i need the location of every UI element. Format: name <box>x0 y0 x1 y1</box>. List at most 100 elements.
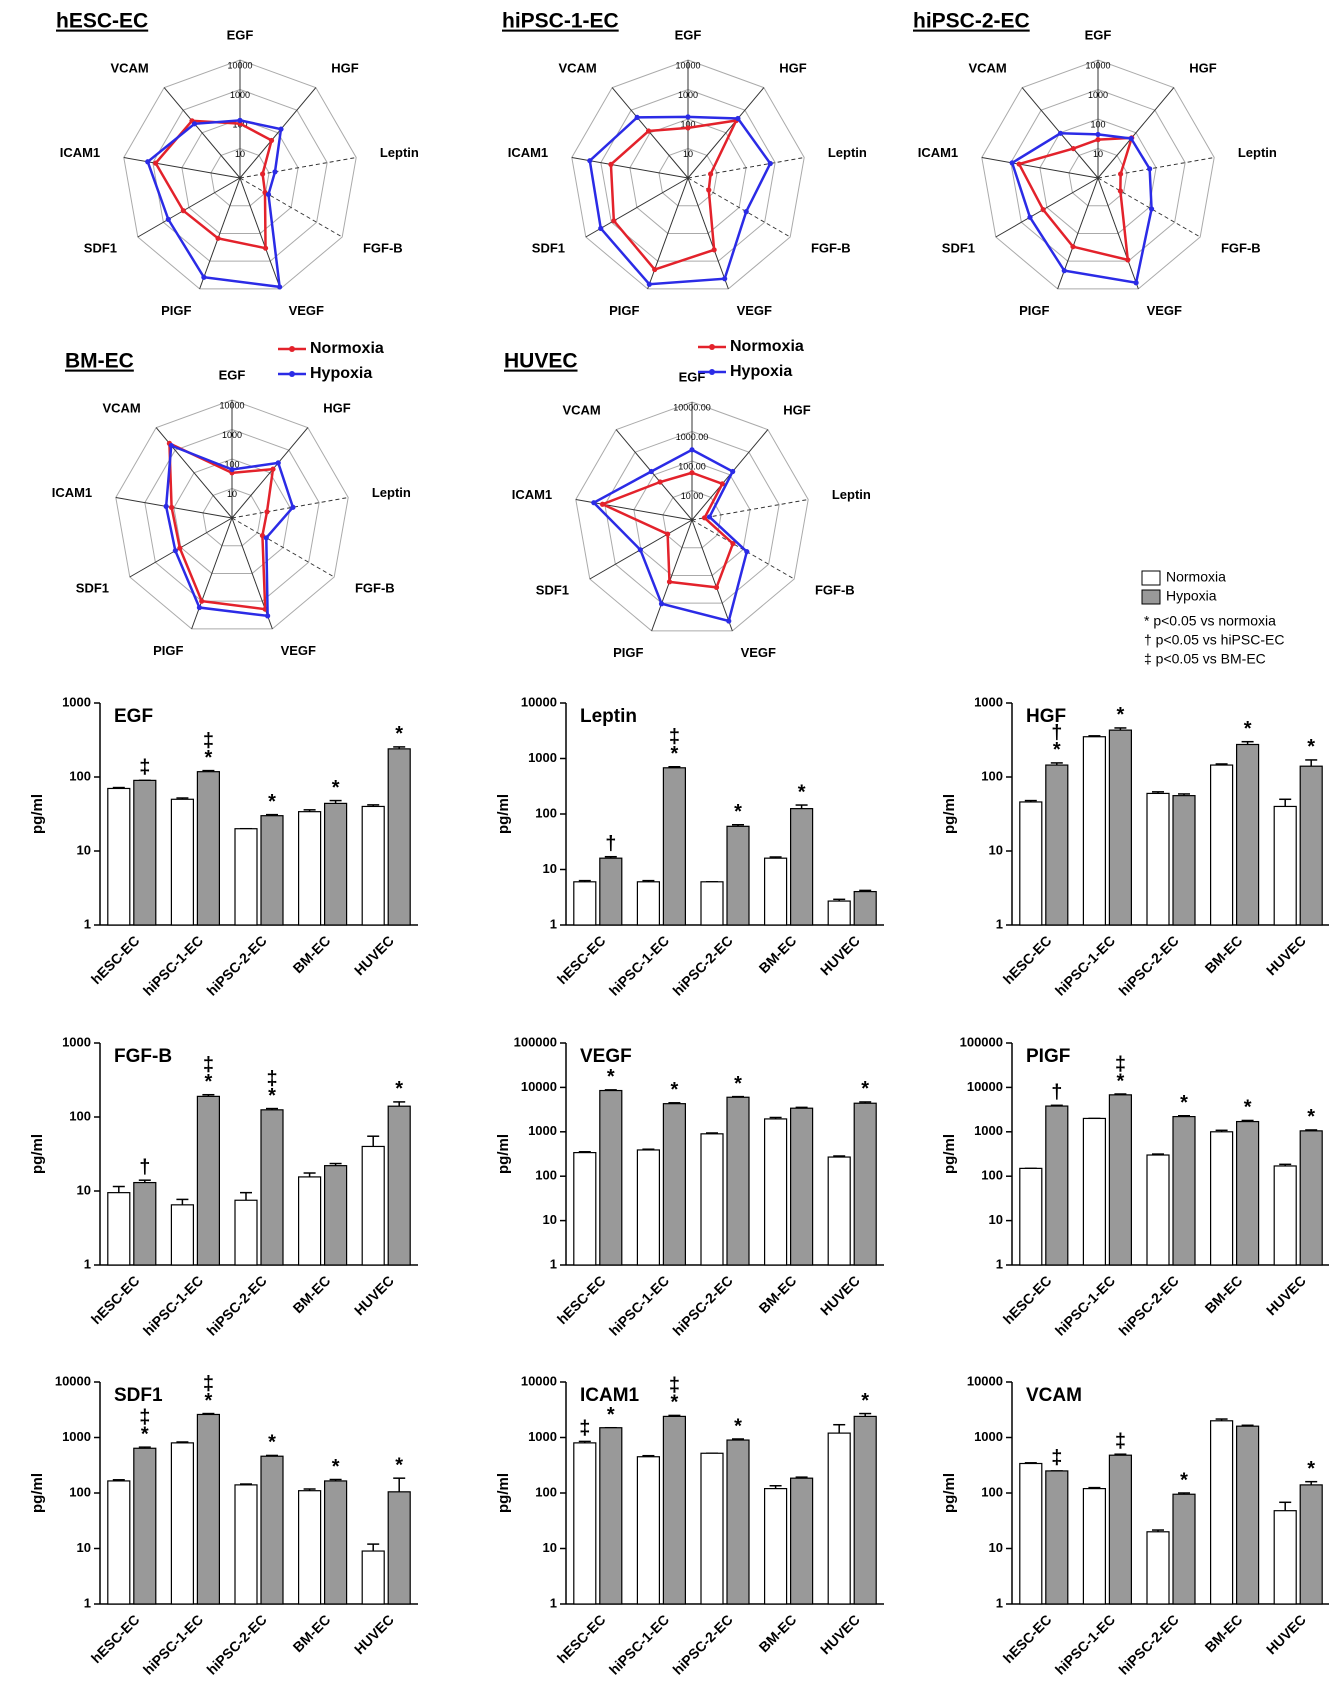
y-tick-label: 10000 <box>967 1079 1003 1094</box>
data-point <box>163 503 169 509</box>
data-point <box>201 274 207 280</box>
series-polygon <box>1017 136 1134 262</box>
chart-title: FGF-B <box>114 1046 172 1067</box>
bar <box>726 825 750 926</box>
x-tick-label: hiPSC-2-EC <box>203 932 269 998</box>
data-point <box>168 504 175 510</box>
x-tick-label: hiPSC-2-EC <box>1115 1611 1181 1677</box>
axis-label: FGF-B <box>1221 240 1261 255</box>
axis-label: VEGF <box>737 303 772 318</box>
y-tick-label: 10 <box>543 1540 557 1555</box>
x-tick-label: HUVEC <box>1263 1272 1309 1318</box>
y-tick-label: 1 <box>550 916 557 931</box>
grid-ring <box>658 147 718 207</box>
bar <box>1108 729 1133 926</box>
series-polygon <box>591 448 749 623</box>
data-point <box>262 245 269 251</box>
x-tick-label: hESC-EC <box>1000 1272 1055 1327</box>
y-tick-label: 10 <box>543 861 557 876</box>
radial-axis <box>231 517 335 578</box>
data-point <box>229 466 235 473</box>
bar <box>1209 1131 1234 1266</box>
axis-label: FGF-B <box>355 580 395 595</box>
axis-label: PIGF <box>1019 303 1049 318</box>
x-tick-label: hESC-EC <box>88 1611 143 1666</box>
legend-note: * p<0.05 vs normoxia <box>1144 613 1276 629</box>
bar <box>1273 1165 1297 1266</box>
data-point <box>685 125 691 131</box>
radial-axis <box>687 177 729 290</box>
data-point <box>1057 130 1064 136</box>
axis-label: SDF1 <box>84 240 117 255</box>
significance-mark: ‡ <box>203 730 214 752</box>
grid-ring <box>629 118 747 234</box>
data-point <box>637 547 643 553</box>
radial-axis <box>1097 87 1175 179</box>
x-tick-label: hiPSC-2-EC <box>203 1611 269 1677</box>
significance-mark: * <box>205 1390 213 1412</box>
bar <box>196 1413 220 1605</box>
bar <box>234 828 258 926</box>
chart-title: VEGF <box>580 1046 632 1067</box>
series-polygon <box>168 441 275 611</box>
x-tick-label: hiPSC-1-EC <box>1052 1611 1118 1677</box>
data-point <box>1061 268 1067 274</box>
bar <box>1299 765 1323 926</box>
data-point <box>1133 280 1139 286</box>
bar <box>361 1550 385 1605</box>
bar <box>1019 801 1043 926</box>
radial-tick-label: 1000 <box>678 90 698 100</box>
significance-mark: * <box>268 1432 276 1454</box>
axis-label: Leptin <box>380 145 419 160</box>
axis-label: EGF <box>675 27 702 42</box>
bar <box>1299 1484 1323 1605</box>
bar <box>700 881 724 926</box>
axis-label: VEGF <box>281 643 316 658</box>
bar <box>599 857 623 926</box>
axis-label: SDF1 <box>532 240 565 255</box>
x-tick-label: BM-EC <box>290 932 334 976</box>
x-tick-label: hiPSC-2-EC <box>1115 1272 1181 1338</box>
data-point <box>1070 145 1076 152</box>
significance-mark: * <box>671 743 679 765</box>
x-tick-label: hiPSC-1-EC <box>1052 932 1118 998</box>
x-tick-label: BM-EC <box>756 932 800 976</box>
significance-mark: * <box>395 1454 403 1476</box>
radial-tick-label: 10000 <box>1085 60 1110 70</box>
y-tick-label: 1000 <box>62 694 91 709</box>
radial-axis <box>137 177 241 238</box>
y-tick-label: 100 <box>69 768 91 783</box>
bar <box>1019 1462 1043 1605</box>
y-axis-label: pg/ml <box>29 1134 46 1174</box>
data-point <box>658 601 665 607</box>
bar <box>234 1484 258 1605</box>
significance-mark: * <box>734 1415 742 1437</box>
data-point <box>657 479 663 485</box>
bar <box>1273 1510 1297 1605</box>
data-point <box>711 247 717 253</box>
data-point <box>145 159 151 165</box>
y-tick-label: 1000 <box>528 1429 557 1444</box>
data-point <box>165 216 171 222</box>
data-point <box>726 618 732 624</box>
bar <box>573 881 597 926</box>
axis-label: VEGF <box>1147 303 1182 318</box>
x-tick-label: hiPSC-1-EC <box>1052 1272 1118 1338</box>
bar <box>107 787 131 926</box>
legend-marker <box>289 346 295 352</box>
axis-label: Leptin <box>372 485 411 500</box>
data-point <box>1147 166 1153 172</box>
bar <box>1045 1105 1069 1266</box>
significance-mark: * <box>268 1085 276 1107</box>
bar <box>361 805 385 926</box>
bar <box>1235 1425 1260 1605</box>
significance-mark: ‡ <box>669 726 680 748</box>
data-point <box>599 501 606 507</box>
bar <box>827 1432 851 1605</box>
bar <box>1209 764 1234 926</box>
significance-mark: * <box>395 1078 403 1100</box>
bar <box>1082 736 1107 926</box>
x-tick-label: BM-EC <box>1202 1611 1246 1655</box>
x-tick-label: HUVEC <box>351 1272 397 1318</box>
axis-label: Leptin <box>828 145 867 160</box>
